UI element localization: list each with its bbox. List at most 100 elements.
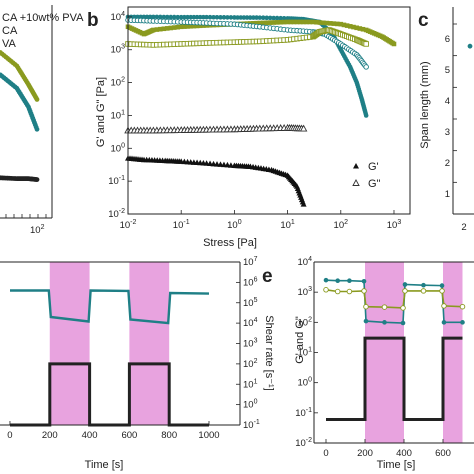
panel-b-y-tick-label: 101 xyxy=(111,109,126,121)
panel-d-x-axis-title: Time [s] xyxy=(85,459,124,471)
panel-e-series-1-point xyxy=(441,303,447,309)
panel-b-series-0-point xyxy=(204,14,209,20)
panel-b-series-0-point xyxy=(251,15,256,20)
panel-b-series-0-point xyxy=(271,15,276,21)
panel-b-series-0-point xyxy=(257,15,263,20)
panel-b-y-axis-title: G' and G" [Pa] xyxy=(95,77,107,147)
panel-e-shear-rate-line xyxy=(326,336,463,421)
panel-c-y-axis-title: Span length (mm) xyxy=(419,61,431,148)
panel-b-series-1-point xyxy=(291,19,297,25)
panel-b-series-1-point xyxy=(188,23,194,29)
panel-b-series-1-point xyxy=(260,20,266,26)
panel-b-series-0-point xyxy=(175,14,181,20)
panel-e-series-1-point xyxy=(439,288,445,294)
panel-b-series-1-point xyxy=(182,24,187,29)
panel-b-series-0-point xyxy=(178,14,184,20)
panel-b-series-2-point xyxy=(363,64,369,70)
panel-d-right-tick-label: 103 xyxy=(243,338,258,350)
panel-b-legend-g-double-prime: G" xyxy=(368,178,381,190)
panel-d-right-tick-label: 106 xyxy=(243,276,258,288)
panel-b-series-0-point xyxy=(182,14,187,20)
panel-b-series-0-point xyxy=(241,15,247,20)
panel-e-y-axis-title: G' and G" xyxy=(294,316,306,364)
panel-b-legend-marker-g-prime xyxy=(353,163,359,169)
panel-e-series-1-point xyxy=(459,303,466,310)
panel-b-series-1-point xyxy=(285,19,290,25)
panel-b-series-0-point xyxy=(244,15,250,20)
panel-c-y-tick: 1 xyxy=(445,189,450,200)
panel-e-series-1-point xyxy=(420,288,427,294)
panel-b-series-1-point xyxy=(257,20,263,26)
panel-d-shaded-interval xyxy=(129,262,170,425)
panel-b-series-1-point xyxy=(278,19,283,25)
panel-b-series-1-point xyxy=(151,27,156,33)
panel-b-series-0-point xyxy=(194,14,200,20)
panel-c-y-tick: 2 xyxy=(445,158,450,169)
panel-b-series-1-point xyxy=(324,20,330,26)
panel-b-x-tick-label: 100 xyxy=(227,219,242,231)
panel-d-shaded-interval xyxy=(49,262,90,425)
panel-b-y-tick-label: 103 xyxy=(111,44,126,56)
panel-e-y-tick-label: 100 xyxy=(298,377,313,389)
panel-e-series-1-point xyxy=(381,304,388,310)
panel-b-series-1-point xyxy=(344,23,350,28)
panel-e-series-0-point xyxy=(363,318,369,324)
panel-b-series-1-point xyxy=(194,23,200,29)
panel-d-x-tick-label: 0 xyxy=(7,430,12,441)
panel-b-series-1-point xyxy=(288,19,294,25)
panel-b-series-0-point xyxy=(185,14,190,20)
panel-b-series-1-point xyxy=(310,19,316,25)
panel-e-series-0-point xyxy=(441,320,447,325)
panel-b-series-5-point xyxy=(299,124,308,132)
panel-e-y-tick-label: 103 xyxy=(298,286,313,298)
panel-b-series-1-point xyxy=(338,21,344,27)
panel-e-series-1-point xyxy=(346,288,353,295)
panel-c-y-tick: 6 xyxy=(445,34,450,45)
panel-e-y-tick-label: 101 xyxy=(298,347,313,359)
panel-e-series-0-point xyxy=(439,283,445,288)
panel-e-y-tick-label: 10-1 xyxy=(295,407,312,419)
panel-b-series-1-point xyxy=(354,25,359,31)
panel-b-series-0-point xyxy=(228,15,234,20)
panel-b-series-1-point xyxy=(168,25,174,31)
panel-b-y-tick-label: 104 xyxy=(111,11,126,23)
panel-b-series-0-point xyxy=(147,14,153,20)
panel-e-x-tick-label: 0 xyxy=(323,448,328,459)
panel-b-x-tick-label: 103 xyxy=(387,219,402,231)
panel-b-series-1-point xyxy=(335,21,340,27)
panel-d-shear-rate-line xyxy=(10,362,209,427)
panel-b-series-1-point xyxy=(301,19,306,25)
panel-b-x-tick-label: 10-2 xyxy=(120,219,137,231)
panel-b-series-1-point xyxy=(328,21,333,26)
panel-b-series-1-point xyxy=(178,24,184,30)
panel-b-series-0-point xyxy=(247,15,253,20)
panel-b-series-1-point xyxy=(274,20,280,25)
panel-a-x-tick: 102 xyxy=(30,224,45,236)
panel-e-series-1-point xyxy=(402,288,408,294)
panel-e-series-0-point xyxy=(361,278,367,284)
panel-b-series-1-point xyxy=(314,19,319,25)
panel-b-series-0-point xyxy=(191,14,197,20)
panel-b-series-0-point xyxy=(267,15,273,21)
panel-b-legend-marker-g-double-prime xyxy=(352,179,360,186)
panel-b-series-0-point xyxy=(141,14,147,20)
panel-b-legend-g-prime: G' xyxy=(368,161,379,173)
panel-b-series-0-point xyxy=(201,14,206,20)
panel-b-series-0-point xyxy=(281,15,287,21)
panel-b-series-1-point xyxy=(297,19,303,25)
panel-b-series-1-point xyxy=(294,19,300,25)
panel-a-series-0-point xyxy=(34,97,40,102)
panel-d-right-tick-label: 104 xyxy=(243,317,258,329)
panel-a-legend-pva: VA xyxy=(2,38,17,50)
panel-b-series-1-point xyxy=(171,25,177,30)
panel-b-series-1-point xyxy=(317,20,323,25)
panel-b-series-1-point xyxy=(161,26,167,32)
panel-d-viscosity-line xyxy=(10,289,210,325)
panel-e-x-tick-label: 600 xyxy=(435,448,451,459)
panel-d-right-tick-label: 102 xyxy=(243,358,258,370)
panel-d-x-tick-label: 1000 xyxy=(198,430,219,441)
panel-b-series-0-point xyxy=(171,14,177,20)
panel-b-series-0-point xyxy=(214,14,220,20)
panel-b-series-1-point xyxy=(307,19,313,25)
